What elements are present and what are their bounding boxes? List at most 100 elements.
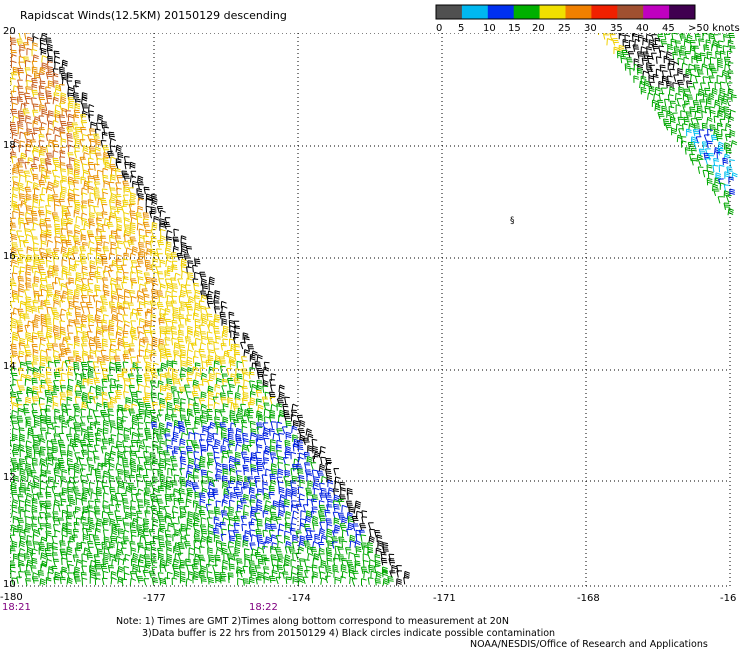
wind-barb [45,71,53,80]
wind-barb [80,234,87,242]
wind-barb [44,102,51,111]
wind-barb [180,398,186,406]
wind-barb [697,158,704,167]
wind-barb [43,299,51,308]
wind-barb [164,372,172,381]
wind-barb [41,324,48,333]
wind-barb [39,362,46,370]
wind-barb [10,317,18,326]
wind-barb [171,337,177,346]
wind-barb [375,547,382,556]
wind-barb [220,445,227,453]
wind-barb [11,510,18,518]
wind-barb [244,558,251,566]
wind-barb [114,235,121,243]
wind-barb [19,266,26,274]
wind-barb [230,330,236,338]
wind-barb [708,33,715,41]
wind-barb [717,94,724,102]
wind-barb [716,74,723,83]
wind-barb [180,367,187,375]
wind-barb [702,169,709,178]
wind-barb [696,105,703,114]
wind-barb [346,487,353,496]
wind-barb [312,482,319,490]
wind-barb [121,281,127,290]
wind-barb [692,82,699,90]
wind-barb [89,569,96,578]
wind-barb [361,578,367,586]
wind-barb [61,210,68,219]
wind-barb [717,196,724,204]
wind-barb [633,75,639,83]
wind-barb [75,215,82,224]
wind-barb [262,427,270,435]
wind-barb [129,330,137,339]
wind-barb [325,468,332,476]
wind-barb [39,480,46,489]
wind-barb [194,337,201,346]
wind-barb [158,338,165,346]
wind-barb [242,481,249,490]
wind-barb [661,75,668,84]
wind-barb [39,373,45,381]
wind-barb [158,516,165,525]
wind-barb [116,288,123,296]
wind-barb [101,462,108,471]
time-label: 18:22 [249,602,278,613]
wind-barb [150,558,158,566]
wind-barb [685,68,692,77]
wind-barb [25,212,32,220]
wind-barb [702,93,709,101]
wind-barb [215,559,221,567]
wind-barb [142,518,150,526]
wind-barb [82,331,89,339]
wind-barb [40,469,47,477]
wind-barb [76,517,82,525]
wind-barb [136,439,143,448]
wind-barb [39,523,46,531]
wind-barb [81,92,88,100]
wind-barb [25,578,32,586]
wind-barb [44,516,51,524]
wind-barb [96,122,102,130]
wind-barb [59,450,67,458]
wind-barb [284,522,291,530]
wind-barb [283,413,291,422]
wind-barb [108,131,115,140]
wind-barb [296,414,304,423]
wind-barb [127,302,134,310]
wind-barb [233,349,241,358]
wind-barb [332,530,339,538]
wind-barb [130,271,136,279]
wind-barb [271,468,278,476]
wind-barb [26,451,33,460]
wind-barb [86,443,93,452]
wind-barb [233,486,240,495]
wind-barb [10,468,17,476]
wind-barb [180,349,187,357]
wind-barb [165,497,172,506]
wind-barb [713,128,720,136]
wind-barb [241,397,248,406]
wind-barb [76,283,83,292]
wind-barb [316,470,324,479]
wind-barb [22,42,30,50]
wind-barb [52,194,59,202]
wind-barb [18,91,25,100]
wind-barb [110,577,117,585]
wind-barb [333,494,340,502]
wind-barb [229,359,236,368]
wind-barb [25,74,32,82]
wind-barb [88,324,94,333]
wind-barb [159,458,166,466]
wind-barb [257,404,264,412]
wind-barb [256,398,262,406]
wind-barb [142,212,150,220]
wind-barb [25,205,32,213]
wind-barb [24,161,31,170]
wind-barb [598,33,600,36]
wind-barb [148,570,156,579]
wind-barb [241,425,248,434]
wind-barb [74,163,81,172]
